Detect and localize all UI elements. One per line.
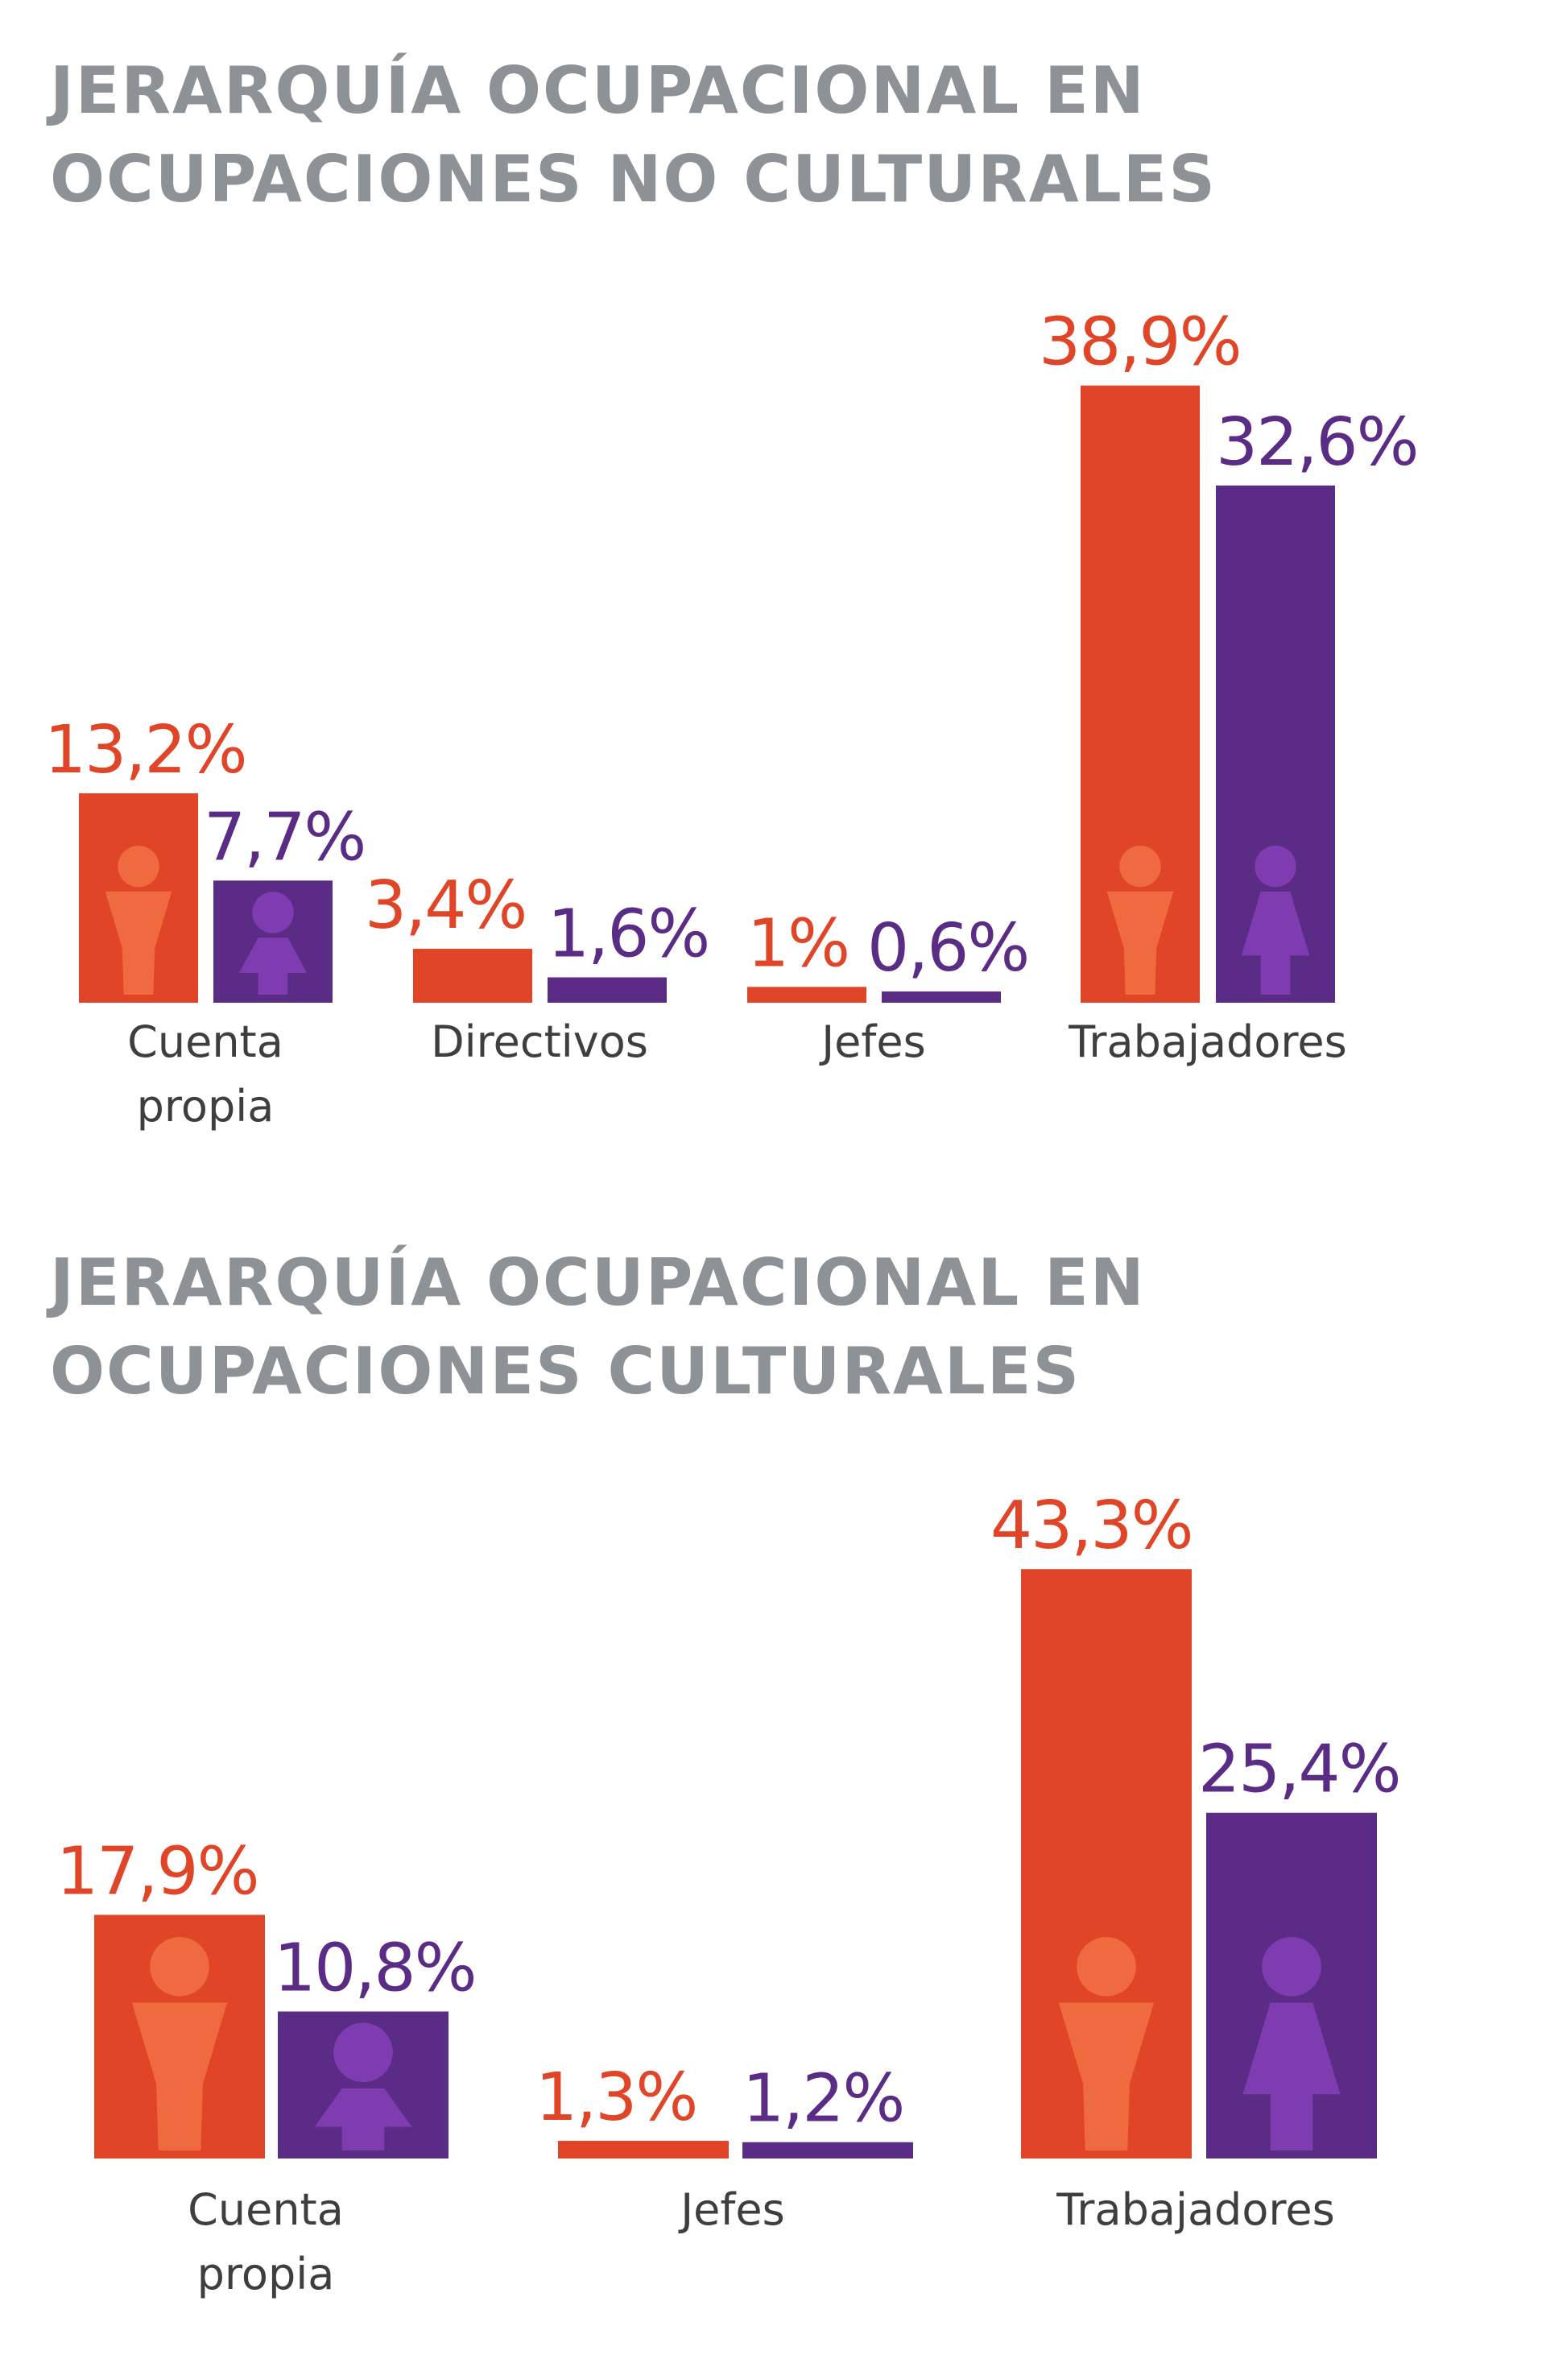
woman-icon-body bbox=[1058, 2002, 1155, 2150]
woman-icon-body bbox=[1106, 891, 1174, 995]
chart-2-women-icon-2 bbox=[1058, 1937, 1155, 2150]
chart-1-title-line-1: JERARQUÍA OCUPACIONAL EN bbox=[46, 52, 1146, 128]
chart-1-value-label-women-3: 38,9% bbox=[1039, 304, 1241, 381]
chart-1-bar-women-2 bbox=[747, 987, 866, 1003]
woman-icon-body bbox=[131, 2002, 228, 2150]
chart-1-bar-men-1 bbox=[548, 977, 667, 1003]
chart-1-title-line-2: OCUPACIONES NO CULTURALES bbox=[50, 142, 1217, 217]
chart-1-title: JERARQUÍA OCUPACIONAL EN OCUPACIONES NO … bbox=[46, 52, 1217, 217]
man-icon-head bbox=[1262, 1937, 1321, 1997]
chart-2-men-icon-2 bbox=[1242, 1937, 1341, 2150]
woman-icon-head bbox=[1119, 846, 1161, 888]
man-icon-head bbox=[252, 892, 294, 933]
chart-1-men-icon-3 bbox=[1241, 846, 1310, 995]
man-icon-body bbox=[1242, 2002, 1341, 2150]
man-icon-head bbox=[1255, 846, 1296, 888]
woman-icon-head bbox=[118, 846, 159, 888]
woman-icon-head bbox=[150, 1937, 209, 1997]
man-icon-body bbox=[1241, 891, 1310, 995]
woman-icon-body bbox=[105, 891, 172, 995]
man-icon-body bbox=[238, 938, 308, 995]
chart-2-bar-women-1 bbox=[558, 2141, 729, 2159]
chart-1-category-label-1: Directivos bbox=[431, 1016, 648, 1067]
chart-1-value-label-men-1: 1,6% bbox=[548, 896, 709, 972]
chart-1-category-label-2: Jefes bbox=[819, 1016, 926, 1067]
chart-1-category-label-0: propia bbox=[137, 1081, 275, 1132]
chart-2-title: JERARQUÍA OCUPACIONAL EN OCUPACIONES CUL… bbox=[46, 1244, 1146, 1409]
chart-2-plot: 17,9%10,8% Cuenta propia 1,3% 1,2% Jefes 43,3%… bbox=[56, 1488, 1402, 2299]
chart-2-women-icon-0 bbox=[131, 1937, 228, 2150]
chart-2-value-label-women-2: 43,3% bbox=[990, 1488, 1193, 1564]
chart-2-value-label-men-1: 1,2% bbox=[742, 2061, 903, 2138]
chart-1-men-icon-0 bbox=[238, 892, 308, 995]
chart-1-bar-men-2 bbox=[882, 991, 1001, 1003]
chart-2-value-label-men-2: 25,4% bbox=[1198, 1732, 1400, 1808]
man-icon-head bbox=[333, 2022, 393, 2083]
chart-1-women-icon-3 bbox=[1106, 846, 1174, 995]
chart-1-category-label-3: Trabajadores bbox=[1068, 1016, 1347, 1067]
chart-2-men-icon-0 bbox=[314, 2022, 412, 2150]
chart-1-value-label-women-2: 1% bbox=[747, 905, 849, 982]
chart-1-value-label-men-3: 32,6% bbox=[1216, 404, 1418, 481]
chart-1-value-label-men-0: 7,7% bbox=[204, 799, 365, 875]
chart-1-category-label-0: Cuenta bbox=[127, 1016, 283, 1067]
chart-2-category-label-2: Trabajadores bbox=[1056, 2184, 1335, 2235]
chart-2-title-line-2: OCUPACIONES CULTURALES bbox=[50, 1334, 1081, 1409]
chart-1-value-label-women-1: 3,4% bbox=[365, 867, 526, 944]
chart-2-value-label-women-0: 17,9% bbox=[56, 1833, 258, 1910]
chart-2-bar-men-1 bbox=[742, 2142, 913, 2159]
chart-2-value-label-men-0: 10,8% bbox=[274, 1930, 476, 2006]
chart-1-plot: 13,2% 7,7% Cuenta propia 3,4% 1,6% Directivos 1… bbox=[44, 304, 1420, 1132]
man-icon-body bbox=[314, 2088, 412, 2150]
woman-icon-head bbox=[1077, 1937, 1136, 1997]
chart-2-category-label-0: Cuenta bbox=[188, 2184, 344, 2235]
chart-2-category-label-0: propia bbox=[197, 2249, 335, 2299]
chart-2-value-label-women-1: 1,3% bbox=[535, 2059, 697, 2136]
chart-1-women-icon-0 bbox=[105, 846, 172, 995]
chart-1-value-label-men-2: 0,6% bbox=[867, 910, 1028, 987]
chart-2-category-label-1: Jefes bbox=[678, 2184, 785, 2235]
chart-1-value-label-women-0: 13,2% bbox=[44, 712, 246, 789]
chart-2-title-line-1: JERARQUÍA OCUPACIONAL EN bbox=[46, 1244, 1146, 1320]
chart-1-bar-women-1 bbox=[413, 949, 532, 1003]
